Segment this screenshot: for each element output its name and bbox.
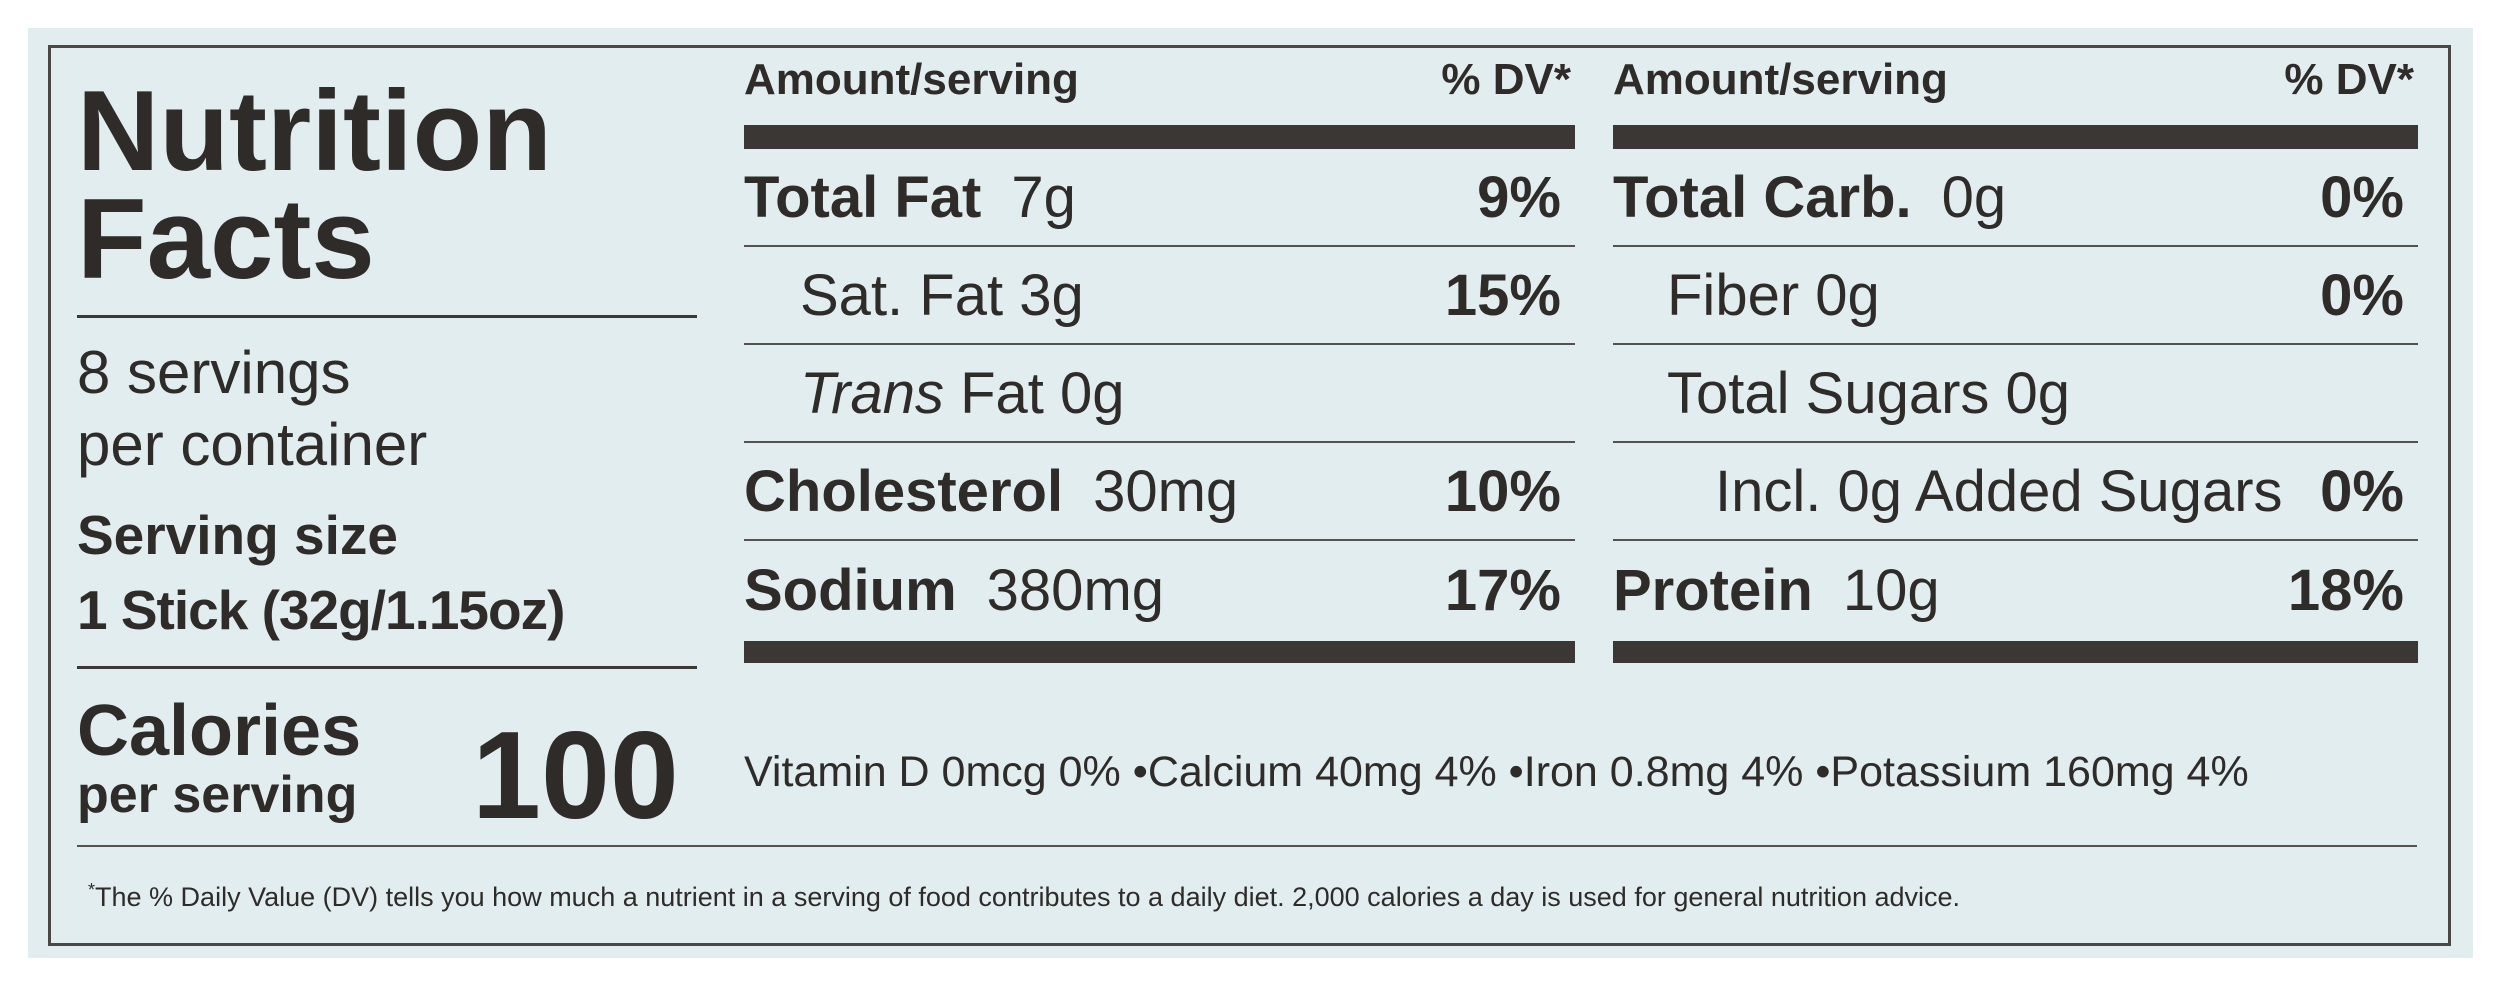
nutrient-column: Amount/serving% DV* Total Carb. 0g 0% Fiber … <box>1613 45 2418 663</box>
dv-header: % DV* <box>1441 55 1571 104</box>
nutrient-name: Total Fat <box>744 164 982 230</box>
calories-value: 100 <box>472 707 679 845</box>
nutrition-label <box>48 45 2451 946</box>
nutrient-amount: 380mg <box>986 557 1165 623</box>
nutrient-name: Fat <box>960 360 1044 426</box>
nutrient-amount: 0g <box>1941 164 2007 230</box>
nutrient-row: Cholesterol 30mg 10% <box>744 443 1575 541</box>
nutrient-row: Protein 10g 18% <box>1613 541 2418 639</box>
footnote-mark: * <box>88 880 96 900</box>
nutrient-row: Total Fat 7g 9% <box>744 149 1575 247</box>
daily-value: 0% <box>2320 458 2404 524</box>
micronutrient: Calcium 40mg 4% <box>1121 748 1497 796</box>
thick-bar <box>744 641 1575 663</box>
nutrient-label: Total Sugars 0g <box>1613 360 2070 427</box>
servings: per container <box>77 411 428 478</box>
nutrient-name: Incl. 0g Added Sugars <box>1715 458 2283 524</box>
dv-header: % DV* <box>2284 55 2414 104</box>
micronutrient: Potassium 160mg 4% <box>1803 748 2248 796</box>
micronutrient: Vitamin D 0mcg 0% <box>744 748 1121 796</box>
nutrient-amount: 10g <box>1842 557 1940 623</box>
nutrient-name-italic: Trans <box>800 360 944 426</box>
column-header: Amount/serving % DV* <box>1613 45 2418 115</box>
thick-bar <box>744 125 1575 149</box>
column-header: Amount/serving % DV* <box>744 45 1575 115</box>
footnote-text: The % Daily Value (DV) tells you how muc… <box>95 882 1961 912</box>
nutrient-label: Total Fat 7g <box>744 164 1076 231</box>
amount-header: Amount/serving <box>744 55 1079 104</box>
daily-value: 15% <box>1444 262 1561 328</box>
nutrient-amount: 3g <box>1019 262 1084 328</box>
background <box>28 28 2473 958</box>
nutrient-column: Amount/serving % DV* Total Fat 7g 9% Sat. Fat… <box>744 45 1575 663</box>
micronutrient: Iron 0.8mg 4% <box>1497 748 1804 796</box>
serving-size-label: Serving size <box>77 504 398 566</box>
nutrient-name: Fiber <box>1667 262 1800 328</box>
nutrient-label: Protein 10g <box>1613 557 1940 624</box>
nutrient-label: Sodium 380mg <box>744 557 1164 624</box>
calories-label: Calories <box>77 691 362 771</box>
nutrient-name: Total Carb. <box>1613 164 1912 230</box>
title: Facts <box>77 176 375 303</box>
nutrient-row: Sodium 380mg 17% <box>744 541 1575 639</box>
title: Nutrition <box>77 68 552 195</box>
nutrient-amount: 7g <box>1011 164 1076 230</box>
serving-size-value: 1 Stick (32g/1.15oz) <box>77 579 565 641</box>
calories-sublabel: per serving <box>77 766 358 824</box>
nutrient-row: Fiber 0g 0% <box>1613 247 2418 345</box>
divider <box>77 845 2417 847</box>
footnote: *The % Daily Value (DV) tells you how mu… <box>88 880 1960 913</box>
nutrient-label: Fiber 0g <box>1613 262 1880 329</box>
daily-value: 17% <box>1444 557 1561 623</box>
nutrient-name: Sodium <box>744 557 957 623</box>
nutrient-label: Cholesterol 30mg <box>744 458 1238 525</box>
amount-header: Amount/serving <box>1613 55 1948 104</box>
nutrient-amount: 0g <box>1060 360 1125 426</box>
daily-value: 0% <box>2320 262 2404 328</box>
divider <box>77 666 697 669</box>
servings: 8 servings <box>77 339 351 406</box>
nutrient-name: Cholesterol <box>744 458 1064 524</box>
nutrient-amount: 0g <box>1815 262 1880 328</box>
daily-value: 9% <box>1477 164 1561 230</box>
rows: Total Carb. 0g 0% Fiber 0g 0% Total Sugars 0g… <box>1613 149 2418 639</box>
nutrient-row: Incl. 0g Added Sugars 0% <box>1613 443 2418 541</box>
daily-value: 0% <box>2320 164 2404 230</box>
rows: Total Fat 7g 9% Sat. Fat 3g 15% Trans Fat 0g C… <box>744 149 1575 639</box>
nutrient-name: Protein <box>1613 557 1813 623</box>
nutrient-amount: 30mg <box>1093 458 1239 524</box>
nutrient-label: Sat. Fat 3g <box>744 262 1084 329</box>
nutrient-row: Total Sugars 0g <box>1613 345 2418 443</box>
nutrient-row: Trans Fat 0g <box>744 345 1575 443</box>
daily-value: 10% <box>1444 458 1561 524</box>
daily-value: 18% <box>2287 557 2404 623</box>
nutrient-label: Incl. 0g Added Sugars <box>1613 458 2283 525</box>
micronutrients: Vitamin D 0mcg 0%Calcium 40mg 4%Iron 0.8… <box>744 748 2249 797</box>
thick-bar <box>1613 641 2418 663</box>
nutrient-row: Sat. Fat 3g 15% <box>744 247 1575 345</box>
nutrient-name: Sat. Fat <box>800 262 1004 328</box>
divider <box>77 315 697 318</box>
nutrient-name: Total Sugars <box>1667 360 1990 426</box>
nutrient-row: Total Carb. 0g 0% <box>1613 149 2418 247</box>
nutrient-label: Total Carb. 0g <box>1613 164 2006 231</box>
nutrient-amount: 0g <box>2005 360 2071 426</box>
thick-bar <box>1613 125 2418 149</box>
nutrient-label: Trans Fat 0g <box>744 360 1125 427</box>
